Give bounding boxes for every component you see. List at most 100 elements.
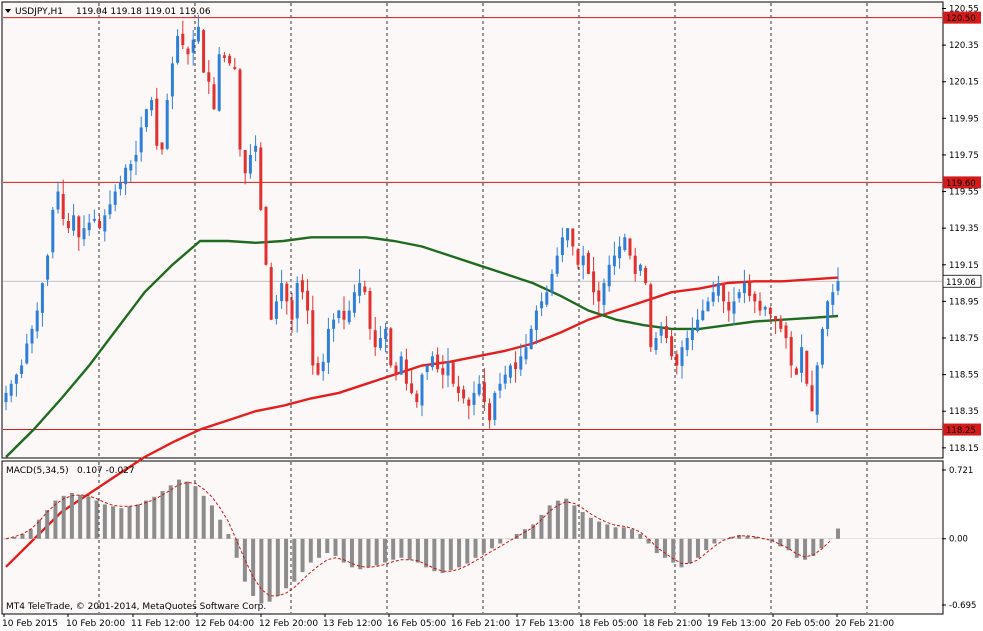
macd-bar: [671, 538, 676, 563]
macd-bar: [111, 506, 116, 539]
candle-body: [378, 338, 382, 348]
x-tick-label: 16 Feb 05:00: [387, 619, 446, 629]
macd-signal-line: [5, 481, 831, 597]
candle: [290, 292, 294, 333]
macd-bar: [325, 538, 330, 554]
candle-body: [831, 292, 835, 305]
candle: [644, 265, 648, 286]
macd-bar: [193, 486, 198, 539]
candle: [571, 228, 575, 256]
candle-body: [155, 98, 159, 146]
candle: [150, 96, 154, 116]
candle: [113, 184, 117, 212]
candle: [493, 391, 497, 426]
candle-body: [586, 252, 590, 274]
candle-body: [40, 283, 44, 313]
macd-bar: [300, 538, 305, 573]
x-tick-label: 19 Feb 13:00: [707, 619, 766, 629]
macd-bar: [794, 538, 799, 558]
candle: [4, 385, 8, 411]
macd-bar: [201, 495, 206, 539]
candle-body: [342, 310, 346, 320]
candle-body: [696, 319, 700, 332]
candle: [815, 362, 819, 424]
candle: [810, 370, 814, 412]
candle-body: [20, 365, 24, 374]
candle: [430, 351, 434, 371]
candle-body: [826, 301, 830, 330]
current-price-tag-bg: [942, 274, 982, 288]
candle-body: [727, 301, 731, 311]
candle-body: [233, 67, 237, 69]
candle: [654, 331, 658, 355]
candle: [451, 361, 455, 387]
candle-body: [618, 246, 622, 259]
candle: [436, 347, 440, 373]
candle-body: [139, 127, 143, 153]
candle-body: [82, 228, 86, 240]
macd-bar: [374, 538, 379, 566]
candle-body: [103, 215, 107, 232]
candle: [139, 116, 143, 162]
x-tick-label: 16 Feb 21:00: [451, 619, 510, 629]
candle: [181, 20, 185, 49]
candle: [373, 316, 377, 356]
candle-body: [337, 310, 341, 319]
candle-body: [186, 48, 190, 55]
macd-bar: [341, 538, 346, 563]
candle: [670, 329, 674, 360]
candle: [586, 250, 590, 274]
candle: [566, 228, 570, 248]
macd-bar: [588, 517, 593, 539]
candle-body: [425, 365, 429, 373]
macd-bar: [481, 538, 486, 554]
macd-bar: [728, 536, 733, 539]
macd-bar: [391, 538, 396, 560]
macd-bar: [737, 534, 742, 539]
macd-bar: [621, 527, 626, 539]
candle: [742, 269, 746, 304]
macd-bar: [267, 538, 272, 602]
candle: [233, 57, 237, 71]
candle-body: [269, 267, 273, 320]
candle: [722, 282, 726, 313]
macd-bar: [242, 538, 247, 582]
candle-body: [519, 356, 523, 370]
current-price-tag: 119.06: [942, 274, 982, 288]
candle: [98, 214, 102, 230]
candle-body: [649, 284, 653, 348]
candle: [363, 280, 367, 295]
candle: [779, 315, 783, 333]
candle: [30, 325, 34, 354]
candle-body: [732, 301, 736, 314]
macd-bar: [382, 538, 387, 563]
macd-bar: [61, 495, 66, 539]
candle-body: [129, 164, 133, 171]
candle-body: [467, 399, 471, 406]
candle: [124, 164, 128, 196]
candle: [763, 305, 767, 317]
candle-body: [326, 328, 330, 363]
candle-body: [592, 271, 596, 293]
candle-body: [25, 343, 29, 364]
candle-body: [685, 338, 689, 351]
dropdown-arrow-icon[interactable]: [5, 9, 11, 13]
candle-body: [748, 280, 752, 296]
x-axis: 10 Feb 2015 10 Feb 20:00 11 Feb 12:00 12 Fe…: [2, 614, 894, 629]
macd-y-tick-label: 0.721: [949, 466, 973, 476]
candle-body: [488, 403, 492, 421]
macd-layer: [3, 479, 942, 604]
candle-body: [711, 292, 715, 302]
macd-bar: [745, 535, 750, 539]
candle: [254, 135, 258, 162]
main-pane[interactable]: [1, 1, 944, 459]
candle-body: [436, 354, 440, 370]
candle: [488, 398, 492, 429]
macd-pane[interactable]: [1, 460, 944, 615]
macd-bar: [712, 538, 717, 544]
candle-body: [108, 204, 112, 215]
candle: [20, 359, 24, 379]
candle: [794, 366, 798, 375]
macd-bar: [572, 505, 577, 539]
candle: [274, 294, 278, 325]
